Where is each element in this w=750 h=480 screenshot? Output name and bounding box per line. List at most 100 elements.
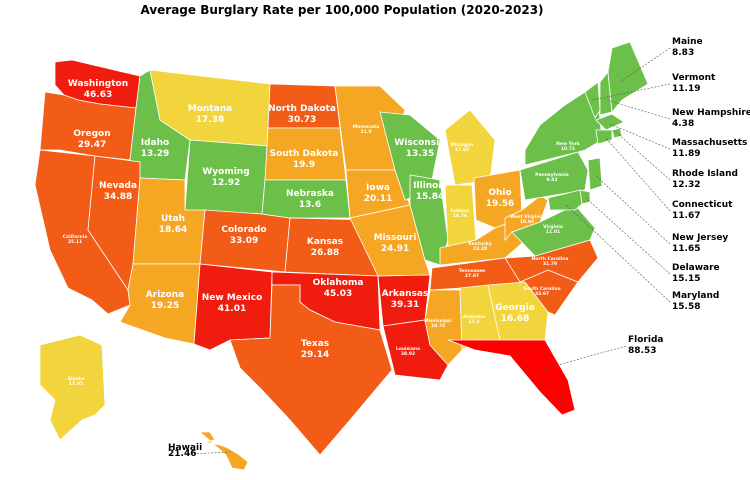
states-layer [34,41,649,471]
state-hawaii [198,431,249,471]
state-value-south-carolina: 33.97 [535,291,549,297]
callout-value-maine: 8.83 [672,48,694,58]
state-value-minnesota: 21.0 [360,129,371,135]
state-label-louisiana: Louisiana [396,346,420,352]
state-label-nebraska: Nebraska [286,189,334,199]
callout-name-rhode-island: Rhode Island [672,169,738,179]
state-value-texas: 29.14 [301,350,329,360]
callout-line-florida [539,345,627,371]
state-missouri [349,204,431,277]
state-label-nevada: Nevada [99,181,137,191]
state-value-nebraska: 13.6 [299,200,321,210]
state-label-west-virginia: West Virginia [510,214,544,220]
state-label-montana: Montana [188,104,232,114]
callout-value-connecticut: 11.67 [672,211,700,221]
state-label-michigan: Michigan [451,142,474,148]
state-value-north-carolina: 31.79 [543,261,557,267]
state-florida [447,339,576,416]
state-value-iowa: 20.11 [364,194,392,204]
state-label-colorado: Colorado [221,225,266,235]
state-value-illinois: 15.84 [416,192,444,202]
callout-value-hawaii: 21.46 [168,449,196,459]
state-value-mississippi: 18.74 [431,323,445,329]
state-label-california: California [63,234,87,240]
state-connecticut [595,129,613,145]
callout-value-rhode-island: 12.32 [672,180,700,190]
state-maryland [547,189,583,211]
state-label-wisconsin: Wisconsin [394,138,445,148]
callout-value-delaware: 15.15 [672,274,700,284]
state-value-wisconsin: 13.35 [406,149,434,159]
callout-name-maryland: Maryland [672,291,719,301]
callout-line-delaware [584,196,671,275]
state-nebraska [261,179,351,219]
state-wyoming [184,139,269,215]
state-west-virginia [504,195,549,242]
state-value-new-york: 10.71 [561,146,575,152]
callout-name-new-hampshire: New Hampshire [672,108,750,118]
state-value-oregon: 29.47 [78,140,106,150]
state-label-ohio: Ohio [488,188,511,198]
callout-name-vermont: Vermont [672,73,716,83]
state-label-texas: Texas [301,339,329,349]
state-label-north-dakota: North Dakota [268,104,336,114]
state-value-utah: 18.64 [159,225,187,235]
callout-value-new-jersey: 11.65 [672,244,700,254]
state-label-new-york: New York [556,141,581,147]
state-label-tennessee: Tennessee [459,268,485,274]
state-label-arkansas: Arkansas [382,289,429,299]
state-label-south-carolina: South Carolina [523,286,560,292]
callout-value-new-hampshire: 4.38 [672,119,694,129]
state-value-kentucky: 23.28 [473,246,487,252]
state-label-illinois: Illinois [413,181,447,191]
state-label-mississippi: Mississippi [424,318,452,324]
state-value-oklahoma: 45.03 [324,289,352,299]
state-value-pennsylvania: 9.43 [546,177,557,183]
callout-name-new-jersey: New Jersey [672,233,728,243]
callout-value-maryland: 15.58 [672,302,700,312]
state-georgia [487,281,549,341]
state-value-nevada: 34.88 [104,192,132,202]
callout-line-vermont [591,83,671,101]
state-value-idaho: 13.29 [141,149,169,159]
state-label-north-carolina: North Carolina [532,256,569,262]
callout-name-maine: Maine [672,37,703,47]
state-label-minnesota: Minnesota [353,124,379,130]
state-label-virginia: Virginia [543,224,563,230]
callout-line-rhode-island [616,132,671,181]
callout-name-massachusetts: Massachusetts [672,138,747,148]
state-value-alaska: 17.05 [69,381,83,387]
state-value-montana: 17.38 [196,115,224,125]
state-value-west-virginia: 18.98 [520,219,534,225]
state-label-washington: Washington [68,79,128,89]
state-value-wyoming: 12.92 [212,178,240,188]
state-value-california: 25.11 [68,239,82,245]
state-massachusetts [595,113,625,131]
state-label-arizona: Arizona [146,290,184,300]
state-maine [607,41,649,113]
state-label-kentucky: Kentucky [468,241,492,247]
state-value-michigan: 17.65 [455,147,469,153]
state-label-south-dakota: South Dakota [270,149,339,159]
state-label-wyoming: Wyoming [202,167,249,177]
state-value-alabama: 17.2 [468,319,479,325]
state-value-kansas: 26.88 [311,248,339,258]
state-value-ohio: 19.56 [486,199,514,209]
state-label-kansas: Kansas [307,237,343,247]
state-value-south-dakota: 19.9 [293,160,315,170]
callout-name-connecticut: Connecticut [672,200,733,210]
state-label-new-mexico: New Mexico [202,293,263,303]
state-alaska [39,334,106,441]
state-value-arizona: 19.25 [151,301,179,311]
state-label-oregon: Oregon [73,129,110,139]
state-label-oklahoma: Oklahoma [313,278,364,288]
callout-name-florida: Florida [628,335,663,345]
callout-value-florida: 88.53 [628,346,656,356]
state-value-north-dakota: 30.73 [288,115,316,125]
state-value-arkansas: 39.31 [391,300,419,310]
state-label-indiana: Indiana [451,208,470,214]
callout-value-massachusetts: 11.89 [672,149,700,159]
callout-value-vermont: 11.19 [672,84,700,94]
state-texas [229,284,393,456]
